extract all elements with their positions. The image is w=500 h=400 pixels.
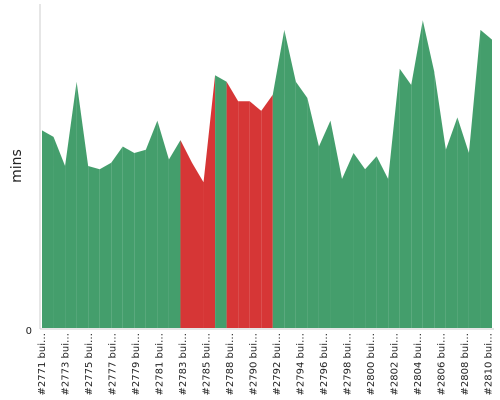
x-tick-label: #2792 bui… (272, 333, 283, 395)
area-segment-success (388, 68, 400, 329)
area-segment-success (272, 29, 285, 328)
area-segment-failure (261, 94, 273, 328)
x-tick-label: #2785 bui… (202, 333, 213, 395)
area-segment-success (157, 120, 169, 328)
area-segment-success (457, 117, 469, 329)
area-segment-success (122, 146, 135, 328)
area-segment-success (76, 81, 89, 328)
area-segment-success (468, 29, 481, 328)
x-tick-label: #2810 bui… (484, 333, 495, 395)
x-tick-label: #2781 bui… (155, 333, 166, 395)
area-segment-success (399, 68, 412, 329)
area-segment-success (353, 153, 366, 328)
x-tick-label: #2806 bui… (437, 333, 448, 395)
area-segment-success (42, 130, 54, 328)
area-segment-success (111, 146, 123, 328)
area-segment-success (168, 140, 181, 328)
area-segment-success (88, 166, 100, 328)
area-segment-success (411, 20, 423, 328)
area-segment-success (99, 162, 112, 328)
area-segment-success (445, 117, 458, 329)
area-segment-success (65, 81, 77, 328)
area-segment-success (480, 29, 492, 328)
x-tick-label: #2788 bui… (225, 333, 236, 395)
x-tick-labels: #2771 bui… #2773 bui… #2775 bui… #2777 bui…… (37, 333, 495, 395)
x-tick-label: #2796 bui… (319, 333, 330, 395)
area-segment-success (134, 149, 146, 328)
area-segment-failure (192, 162, 204, 328)
area-segment-success (284, 29, 296, 328)
area-segment-failure (203, 75, 216, 328)
area-segment-success (342, 153, 354, 328)
x-tick-label: #2794 bui… (296, 333, 307, 395)
area-segment-success (215, 75, 227, 328)
x-tick-label: #2783 bui… (178, 333, 189, 395)
x-tick-label: #2804 bui… (413, 333, 424, 395)
area-segment-success (434, 72, 446, 328)
y-axis-title: mins (9, 149, 25, 183)
area-segment-success (53, 136, 66, 328)
area-segment-success (295, 81, 308, 328)
y-tick-label-zero: 0 (26, 326, 32, 337)
area-segment-success (365, 156, 377, 328)
area-segment-success (422, 20, 435, 328)
x-tick-label: #2779 bui… (131, 333, 142, 395)
area-segment-success (145, 120, 158, 328)
x-tick-label: #2808 bui… (460, 333, 471, 395)
x-tick-label: #2802 bui… (390, 333, 401, 395)
area-segment-failure (226, 81, 239, 328)
x-tick-label: #2798 bui… (343, 333, 354, 395)
x-tick-label: #2773 bui… (61, 333, 72, 395)
area-segment-failure (180, 140, 192, 328)
x-tick-label: #2771 bui… (37, 333, 48, 395)
area-segment-success (307, 97, 319, 329)
x-tick-label: #2775 bui… (84, 333, 95, 395)
area-segments (42, 20, 492, 329)
x-tick-label: #2800 bui… (366, 333, 377, 395)
area-segment-failure (249, 101, 262, 328)
area-segment-failure (238, 101, 250, 328)
x-tick-label: #2790 bui… (249, 333, 260, 395)
area-segment-success (330, 120, 342, 328)
x-tick-label: #2777 bui… (108, 333, 119, 395)
area-segment-success (318, 120, 331, 328)
area-segment-success (376, 156, 389, 328)
